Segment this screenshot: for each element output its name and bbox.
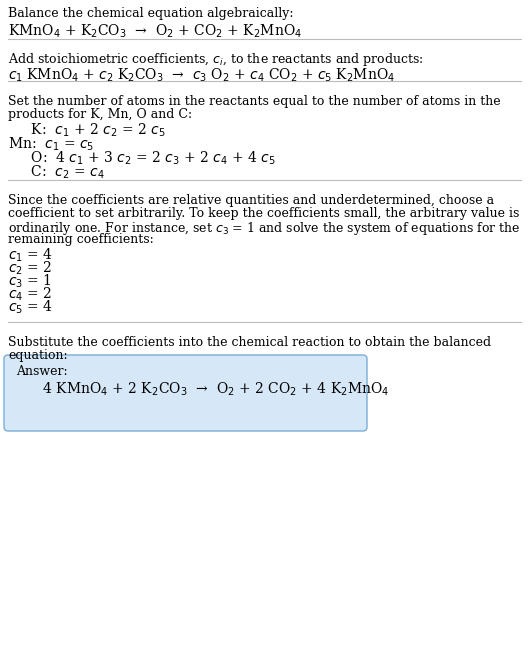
Text: Substitute the coefficients into the chemical reaction to obtain the balanced: Substitute the coefficients into the che…: [8, 336, 491, 349]
Text: ordinarily one. For instance, set $c_3$ = 1 and solve the system of equations fo: ordinarily one. For instance, set $c_3$ …: [8, 220, 521, 237]
Text: Mn:  $c_1$ = $c_5$: Mn: $c_1$ = $c_5$: [8, 136, 94, 153]
Text: C:  $c_2$ = $c_4$: C: $c_2$ = $c_4$: [22, 164, 105, 181]
Text: $c_1$ = 4: $c_1$ = 4: [8, 247, 53, 265]
Text: remaining coefficients:: remaining coefficients:: [8, 233, 154, 246]
Text: K:  $c_1$ + 2 $c_2$ = 2 $c_5$: K: $c_1$ + 2 $c_2$ = 2 $c_5$: [22, 122, 166, 139]
Text: KMnO$_4$ + K$_2$CO$_3$  →  O$_2$ + CO$_2$ + K$_2$MnO$_4$: KMnO$_4$ + K$_2$CO$_3$ → O$_2$ + CO$_2$ …: [8, 23, 302, 40]
Text: $c_1$ KMnO$_4$ + $c_2$ K$_2$CO$_3$  →  $c_3$ O$_2$ + $c_4$ CO$_2$ + $c_5$ K$_2$M: $c_1$ KMnO$_4$ + $c_2$ K$_2$CO$_3$ → $c_…: [8, 67, 395, 84]
Text: $c_3$ = 1: $c_3$ = 1: [8, 273, 51, 291]
Text: 4 KMnO$_4$ + 2 K$_2$CO$_3$  →  O$_2$ + 2 CO$_2$ + 4 K$_2$MnO$_4$: 4 KMnO$_4$ + 2 K$_2$CO$_3$ → O$_2$ + 2 C…: [16, 381, 389, 399]
Text: equation:: equation:: [8, 349, 68, 362]
Text: products for K, Mn, O and C:: products for K, Mn, O and C:: [8, 108, 192, 121]
Text: $c_4$ = 2: $c_4$ = 2: [8, 286, 52, 303]
Text: $c_2$ = 2: $c_2$ = 2: [8, 260, 52, 278]
FancyBboxPatch shape: [4, 355, 367, 431]
Text: coefficient to set arbitrarily. To keep the coefficients small, the arbitrary va: coefficient to set arbitrarily. To keep …: [8, 207, 519, 220]
Text: Balance the chemical equation algebraically:: Balance the chemical equation algebraica…: [8, 7, 294, 20]
Text: Since the coefficients are relative quantities and underdetermined, choose a: Since the coefficients are relative quan…: [8, 194, 494, 207]
Text: Add stoichiometric coefficients, $c_i$, to the reactants and products:: Add stoichiometric coefficients, $c_i$, …: [8, 51, 424, 68]
Text: Answer:: Answer:: [16, 365, 68, 378]
Text: $c_5$ = 4: $c_5$ = 4: [8, 299, 53, 316]
Text: O:  4 $c_1$ + 3 $c_2$ = 2 $c_3$ + 2 $c_4$ + 4 $c_5$: O: 4 $c_1$ + 3 $c_2$ = 2 $c_3$ + 2 $c_4$…: [22, 150, 276, 168]
Text: Set the number of atoms in the reactants equal to the number of atoms in the: Set the number of atoms in the reactants…: [8, 95, 500, 108]
